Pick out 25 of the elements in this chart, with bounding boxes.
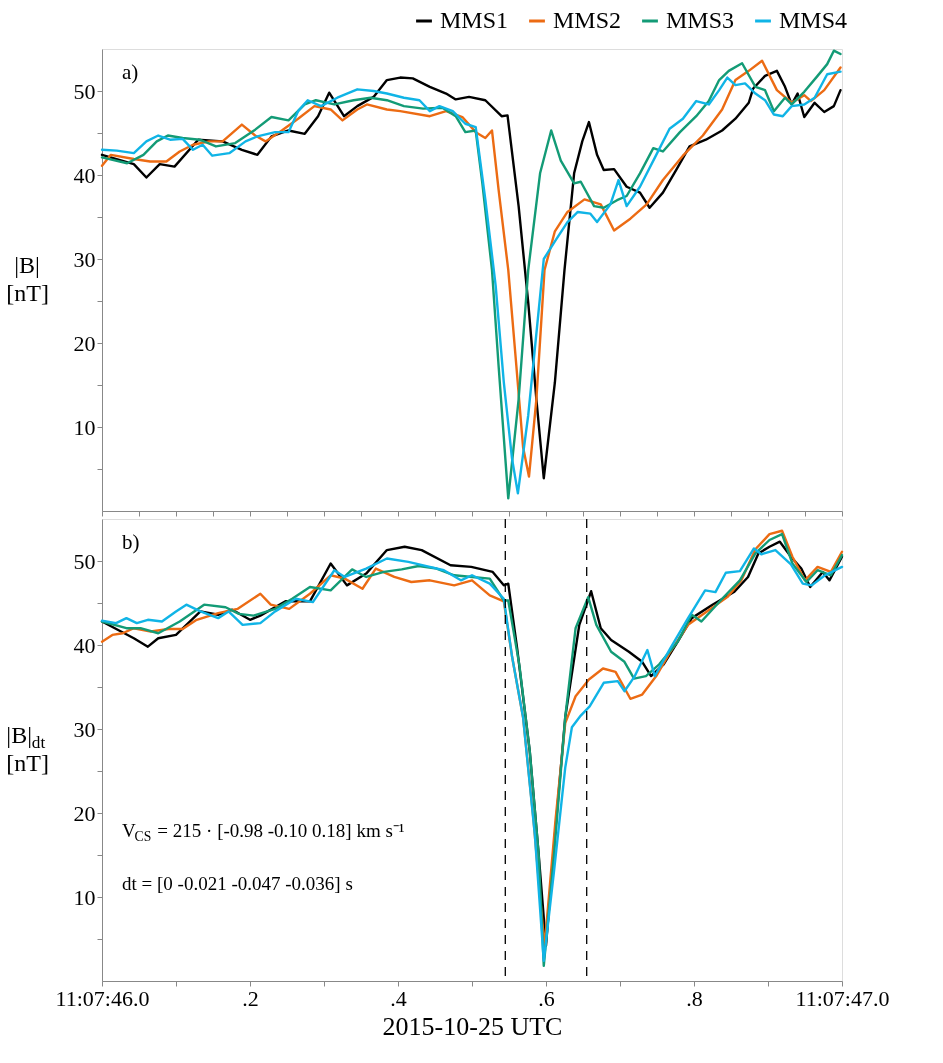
y-tick-label: 50 (73, 548, 96, 574)
y-tick-label: 20 (73, 330, 96, 356)
x-tick-label: 11:07:47.0 (795, 985, 890, 1011)
y-tick-label: 40 (73, 162, 96, 188)
legend-label: MMS4 (779, 7, 848, 33)
annotation: dt = [0 -0.021 -0.047 -0.036] s (122, 872, 353, 894)
y-tick-label: 10 (73, 884, 96, 910)
x-tick-label: .8 (686, 985, 703, 1011)
legend-label: MMS2 (553, 7, 622, 33)
x-tick-label: 11:07:46.0 (55, 985, 150, 1011)
x-tick-label: .6 (538, 985, 555, 1011)
y-axis-title: |B| [nT] (6, 252, 50, 306)
annotation: b) (122, 530, 140, 554)
y-tick-label: 20 (73, 800, 96, 826)
annotation: a) (122, 60, 139, 84)
y-tick-label: 30 (73, 716, 96, 742)
x-tick-label: .2 (242, 985, 259, 1011)
y-tick-label: 10 (73, 414, 96, 440)
y-tick-label: 50 (73, 78, 96, 104)
legend-label: MMS1 (440, 7, 509, 33)
y-tick-label: 30 (73, 246, 96, 272)
x-tick-label: .4 (390, 985, 407, 1011)
x-axis-title: 2015-10-25 UTC (382, 1011, 563, 1041)
legend-label: MMS3 (666, 7, 735, 33)
y-tick-label: 40 (73, 632, 96, 658)
